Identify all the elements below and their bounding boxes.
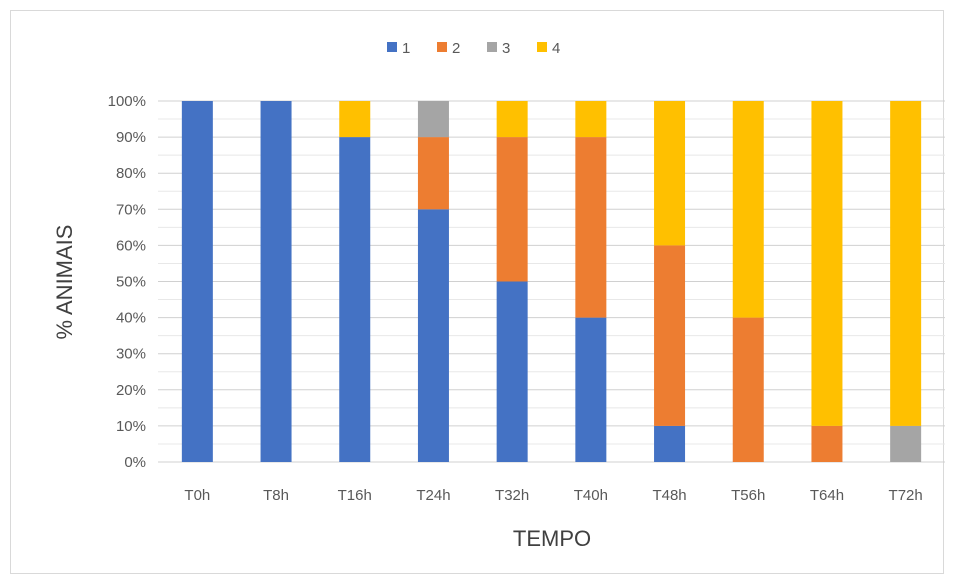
y-tick-label: 100%	[108, 93, 146, 110]
bar-segment-T24h-series-2	[417, 137, 449, 210]
x-tick-label: T64h	[810, 487, 844, 504]
legend-swatch	[537, 42, 547, 52]
x-tick-label: T48h	[652, 487, 686, 504]
legend-label: 3	[502, 40, 510, 57]
x-tick-label: T32h	[495, 487, 529, 504]
bar-segment-T16h-series-4	[339, 101, 371, 138]
y-tick-label: 30%	[116, 346, 146, 363]
y-tick-label: 50%	[116, 274, 146, 291]
legend-swatch	[437, 42, 447, 52]
legend-label: 1	[402, 40, 410, 57]
bar-segment-T8h-series-1	[260, 101, 292, 462]
legend: 1 2 3 4	[387, 40, 560, 57]
y-tick-label: 80%	[116, 165, 146, 182]
legend-swatch	[387, 42, 397, 52]
bar-segment-T24h-series-1	[417, 209, 449, 462]
x-tick-labels: T0h T8h T16h T24h T32h T40h T48h T56h T64h T72h	[184, 487, 922, 504]
bar-segment-T48h-series-1	[654, 425, 686, 462]
x-tick-label: T72h	[889, 487, 923, 504]
y-tick-labels: 0% 10% 20% 30% 40% 50% 60% 70% 80% 90% 100%	[108, 93, 146, 471]
y-tick-label: 0%	[124, 454, 146, 471]
y-tick-label: 20%	[116, 382, 146, 399]
bar-segment-T40h-series-4	[575, 101, 607, 138]
bar-segment-T64h-series-4	[811, 101, 843, 426]
bar-segment-T56h-series-2	[732, 317, 764, 462]
bars	[181, 101, 922, 462]
legend-swatch	[487, 42, 497, 52]
bar-segment-T64h-series-2	[811, 425, 843, 462]
bar-segment-T24h-series-3	[417, 101, 449, 138]
x-tick-label: T40h	[574, 487, 608, 504]
legend-label: 4	[552, 40, 560, 57]
bar-segment-T56h-series-4	[732, 101, 764, 318]
bar-segment-T40h-series-1	[575, 317, 607, 462]
x-tick-label: T0h	[184, 487, 210, 504]
y-tick-label: 40%	[116, 310, 146, 327]
bar-segment-T40h-series-2	[575, 137, 607, 318]
y-tick-label: 60%	[116, 237, 146, 254]
x-axis-title: TEMPO	[513, 526, 591, 551]
x-tick-label: T56h	[731, 487, 765, 504]
bar-segment-T48h-series-2	[654, 245, 686, 426]
bar-segment-T32h-series-2	[496, 137, 528, 282]
bar-segment-T72h-series-4	[890, 101, 922, 426]
y-tick-label: 10%	[116, 418, 146, 435]
y-tick-label: 70%	[116, 201, 146, 218]
bar-segment-T48h-series-4	[654, 101, 686, 246]
bar-segment-T72h-series-3	[890, 425, 922, 462]
bar-segment-T32h-series-1	[496, 281, 528, 462]
chart-frame	[10, 10, 944, 574]
y-axis-title: % ANIMAIS	[52, 225, 77, 340]
y-tick-label: 90%	[116, 129, 146, 146]
x-tick-label: T24h	[416, 487, 450, 504]
x-tick-label: T8h	[263, 487, 289, 504]
bar-segment-T32h-series-4	[496, 101, 528, 138]
x-tick-label: T16h	[338, 487, 372, 504]
bar-segment-T0h-series-1	[181, 101, 213, 462]
legend-label: 2	[452, 40, 460, 57]
bar-segment-T16h-series-1	[339, 137, 371, 462]
